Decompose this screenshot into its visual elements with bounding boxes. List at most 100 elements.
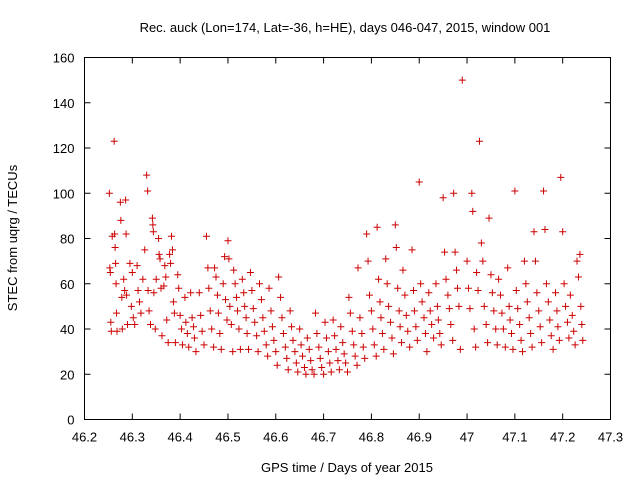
- data-point: [133, 262, 141, 270]
- data-point: [409, 287, 417, 295]
- data-point: [235, 325, 243, 333]
- data-point: [158, 332, 166, 340]
- data-point: [219, 280, 227, 288]
- data-point: [327, 368, 335, 376]
- data-point: [182, 318, 190, 326]
- data-point: [256, 280, 264, 288]
- data-points: [105, 76, 587, 378]
- data-point: [560, 280, 568, 288]
- data-point: [509, 345, 517, 353]
- data-point: [110, 137, 118, 145]
- data-point: [324, 348, 332, 356]
- data-point: [166, 250, 174, 258]
- data-point: [117, 216, 125, 224]
- data-point: [155, 250, 163, 258]
- data-point: [492, 325, 500, 333]
- data-point: [179, 341, 187, 349]
- data-point: [310, 370, 318, 378]
- data-point: [224, 237, 232, 245]
- axis-ticks: 46.2 46.3 46.4 46.5 46.6 46.7 46.8 46.9 47 47.1 47…: [53, 51, 623, 445]
- data-point: [469, 207, 477, 215]
- data-point: [432, 280, 440, 288]
- data-point: [428, 320, 436, 328]
- x-tick-label: 46.6: [263, 430, 288, 445]
- data-point: [546, 316, 554, 324]
- data-point: [208, 325, 216, 333]
- data-point: [576, 250, 584, 258]
- data-point: [167, 259, 175, 267]
- data-point: [205, 284, 213, 292]
- data-point: [198, 327, 206, 335]
- x-tick-label: 47.2: [550, 430, 575, 445]
- y-tick-label: 160: [53, 51, 75, 66]
- data-point: [514, 305, 522, 313]
- data-point: [523, 298, 531, 306]
- data-point: [456, 345, 464, 353]
- data-point: [555, 336, 563, 344]
- data-point: [329, 316, 337, 324]
- data-point: [356, 314, 364, 322]
- x-tick-label: 46.4: [167, 430, 192, 445]
- data-point: [241, 302, 249, 310]
- data-point: [141, 246, 149, 254]
- data-point: [234, 307, 242, 315]
- data-point: [531, 257, 539, 265]
- y-tick-label: 80: [60, 232, 74, 247]
- data-point: [568, 311, 576, 319]
- data-point: [112, 259, 120, 267]
- data-point: [288, 323, 296, 331]
- x-tick-label: 46.7: [311, 430, 336, 445]
- data-point: [195, 289, 203, 297]
- data-point: [508, 330, 516, 338]
- data-point: [281, 343, 289, 351]
- data-point: [346, 309, 354, 317]
- data-point: [188, 314, 196, 322]
- data-point: [272, 348, 280, 356]
- data-point: [227, 320, 235, 328]
- data-point: [434, 316, 442, 324]
- data-point: [380, 345, 388, 353]
- data-point: [221, 253, 229, 261]
- data-point: [204, 264, 212, 272]
- x-tick-label: 47.1: [502, 430, 527, 445]
- data-point: [113, 309, 121, 317]
- data-point: [549, 345, 557, 353]
- data-point: [160, 282, 168, 290]
- data-point: [490, 307, 498, 315]
- data-point: [124, 320, 132, 328]
- data-point: [377, 314, 385, 322]
- data-point: [528, 343, 536, 351]
- data-point: [217, 345, 225, 353]
- data-point: [236, 345, 244, 353]
- data-point: [197, 311, 205, 319]
- data-point: [425, 289, 433, 297]
- data-point: [423, 348, 431, 356]
- data-point: [382, 255, 390, 263]
- data-point: [296, 325, 304, 333]
- data-point: [303, 334, 311, 342]
- data-point: [311, 309, 319, 317]
- data-point: [389, 350, 397, 358]
- data-point: [364, 257, 372, 265]
- data-point: [128, 268, 136, 276]
- data-point: [149, 221, 157, 229]
- data-point: [168, 232, 176, 240]
- data-point: [123, 291, 131, 299]
- data-point: [437, 341, 445, 349]
- data-point: [149, 228, 157, 236]
- data-point: [134, 287, 142, 295]
- data-point: [480, 302, 488, 310]
- data-point: [292, 359, 300, 367]
- data-point: [410, 307, 418, 315]
- data-point: [475, 137, 483, 145]
- data-point: [175, 284, 183, 292]
- data-point: [150, 289, 158, 297]
- data-point: [253, 332, 261, 340]
- data-point: [284, 366, 292, 374]
- data-point: [326, 359, 334, 367]
- data-point: [376, 298, 384, 306]
- data-point: [501, 343, 509, 351]
- data-point: [420, 314, 428, 322]
- data-point: [520, 257, 528, 265]
